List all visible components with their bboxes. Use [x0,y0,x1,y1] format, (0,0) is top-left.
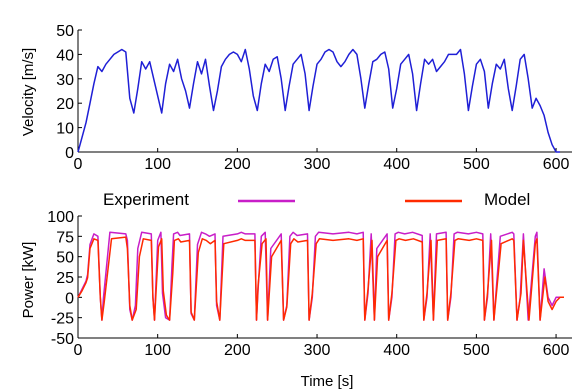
power-y-tick-label: -50 [51,331,74,348]
power-y-tick-label: 100 [47,209,74,226]
power-x-tick-label: 500 [463,342,490,359]
velocity-x-tick-label: 400 [383,156,410,173]
velocity-y-tick-label: 20 [56,96,74,113]
velocity-y-tick-label: 30 [56,72,74,89]
velocity-x-tick-label: 100 [144,156,171,173]
velocity-series-group [77,48,560,153]
power-x-tick-label: 400 [383,342,410,359]
power-x-tick-label: 200 [224,342,251,359]
legend-label-model: Model [484,190,530,209]
power-y-tick-label: 0 [65,290,74,307]
series-line-model [77,236,564,321]
power-y-tick-label: 50 [56,250,74,267]
velocity-y-axis-label: Velocity [m/s] [20,48,37,136]
power-x-tick-label: 0 [74,342,83,359]
velocity-x-tick-label: 300 [304,156,331,173]
legend: Experiment Model [103,190,530,209]
power-series-group [77,231,564,321]
velocity-y-tick-label: 0 [65,145,74,162]
velocity-x-tick-label: 0 [74,156,83,173]
velocity-y-tick-label: 10 [56,121,74,138]
power-x-tick-label: 100 [144,342,171,359]
velocity-x-tick-label: 200 [224,156,251,173]
power-y-axis-label: Power [kW] [20,242,37,319]
power-y-tick-label: -25 [51,311,74,328]
velocity-x-tick-label: 600 [543,156,570,173]
power-x-tick-label: 300 [304,342,331,359]
power-x-axis-label: Time [s] [301,373,354,390]
power-y-tick-label: 75 [56,229,74,246]
velocity-axes [77,30,572,153]
series-line-velocity [77,48,560,153]
power-x-tick-label: 600 [543,342,570,359]
velocity-x-tick-label: 500 [463,156,490,173]
power-y-tick-label: 25 [56,270,74,287]
velocity-y-tick-label: 50 [56,23,74,40]
legend-label-experiment: Experiment [103,190,189,209]
velocity-y-tick-label: 40 [56,47,74,64]
